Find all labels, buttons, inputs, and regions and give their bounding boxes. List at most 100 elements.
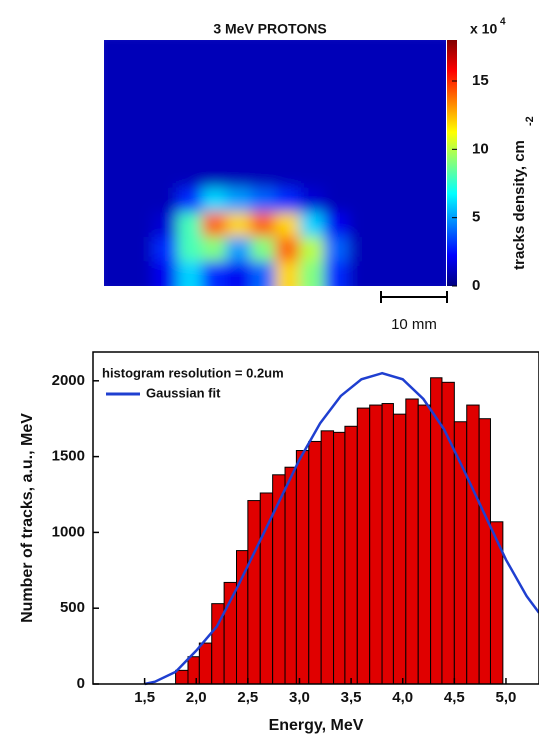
bar [489,521,504,685]
heatmap-cell [421,187,446,214]
bar [333,431,346,685]
heatmap-cell [275,40,301,66]
heatmap-cell [152,236,179,263]
heatmap-cell [152,261,179,286]
bar [392,413,407,685]
heatmap-cell [177,187,203,214]
y-tick-label: 0 [77,675,85,692]
heatmap-cell [177,40,203,66]
bar [187,656,200,685]
heatmap-cell [299,40,325,66]
heatmap-cell [323,40,350,66]
heatmap-cell [299,163,325,189]
heatmap-cell [348,138,374,164]
heatmap-cell [226,40,252,66]
y-axis-label: Number of tracks, a.u., MeV [19,413,36,623]
y-tick-label: 1500 [52,448,85,465]
heatmap-cell [421,163,446,189]
colorbar-label-exponent: -2 [524,116,536,126]
heatmap-cell [177,163,203,189]
heatmap-cell [323,187,350,214]
heatmap-cell [152,212,179,238]
heatmap-cell [104,236,130,263]
x-tick-label: 4,5 [444,689,465,706]
heatmap-cell [104,163,130,189]
heatmap-cell [250,187,276,214]
heatmap-cell [299,64,325,91]
heatmap-cell [104,138,130,164]
bar [308,440,322,685]
colorbar [447,40,457,286]
heatmap-cell [104,40,130,66]
colorbar-tick-label: 15 [472,72,489,89]
colorbar-scale-exponent: 4 [500,17,506,28]
heatmap-cell [128,138,154,164]
bar [405,398,419,685]
heatmap-cell [201,113,228,140]
y-tick-label: 1000 [52,523,85,540]
heatmap-cell [323,89,350,115]
heatmap-cell [104,261,130,286]
heatmap-cell [323,113,350,140]
heatmap-cell [226,138,252,164]
bar [295,450,310,685]
heatmap-cell [128,40,154,66]
heatmap-cell [323,261,350,286]
x-tick-label: 5,0 [496,689,517,706]
heatmap-cell [250,64,276,91]
heatmap-cell [226,163,252,189]
x-tick-label: 3,0 [289,689,310,706]
heatmap-cell [128,236,154,263]
heatmap-cell [372,187,399,214]
heatmap-cell [323,236,350,263]
bar [259,492,274,685]
heatmap-cell [250,261,276,286]
colorbar-scale: x 10 [470,21,497,37]
scale-bar-label: 10 mm [391,316,437,333]
heatmap-cell [348,187,374,214]
heatmap-cell [128,261,154,286]
heatmap-cell [323,64,350,91]
heatmap-cell [128,163,154,189]
heatmap-cell [177,236,203,263]
bar [344,425,358,685]
heatmap-cell [372,113,399,140]
heatmap-cell [397,212,423,238]
heatmap-cell [372,163,399,189]
heatmap-cell [201,187,228,214]
heatmap-cell [250,89,276,115]
heatmap-cell [372,64,399,91]
bar [369,404,383,685]
heatmap-cell [421,64,446,91]
plot-frame [92,351,539,685]
heatmap-cell [104,113,130,140]
heatmap-cell [250,163,276,189]
heatmap-cell [201,40,228,66]
heatmap-cell [372,261,399,286]
bar [175,669,189,685]
heatmap-cell [275,64,301,91]
heatmap-cell [177,261,203,286]
heatmap-cell [397,113,423,140]
heatmap-cell [201,163,228,189]
heatmap-cell [226,236,252,263]
heatmap-cell [348,261,374,286]
heatmap-cell [177,212,203,238]
heatmap-cell [250,212,276,238]
heatmap-cell [152,163,179,189]
heatmap-cell [226,64,252,91]
heatmap-cell [128,212,154,238]
heatmap-cell [421,236,446,263]
annotation: histogram resolution = 0.2um [102,365,284,380]
heatmap-cell [177,64,203,91]
heatmap-cell [275,113,301,140]
heatmap-cell [397,64,423,91]
heatmap-cell [372,40,399,66]
heatmap-cell [275,261,301,286]
heatmap-cell [421,89,446,115]
heatmap-cell [299,113,325,140]
x-tick-label: 3,5 [341,689,362,706]
y-tick-label: 2000 [52,372,85,389]
heatmap-cell [323,212,350,238]
